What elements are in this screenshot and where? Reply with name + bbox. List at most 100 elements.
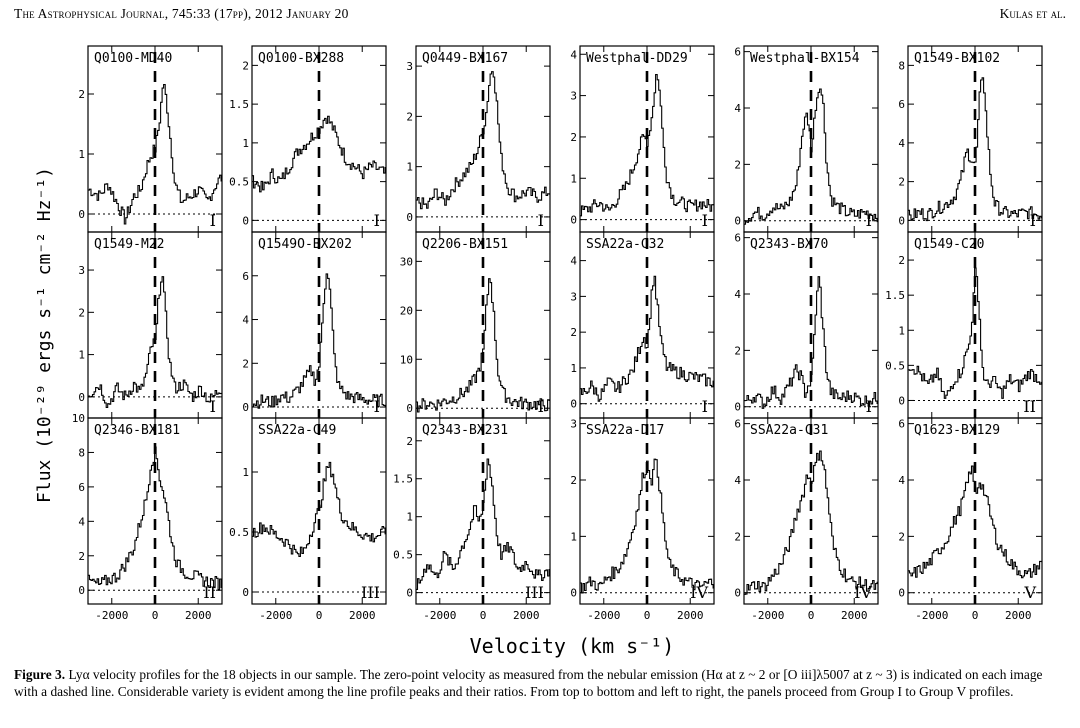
y-tick-label: 8 [78, 446, 85, 459]
running-head: The Astrophysical Journal, 745:33 (17pp)… [14, 6, 1066, 28]
object-name: SSA22a-C31 [750, 423, 828, 438]
y-tick-label: 1.5 [885, 289, 905, 302]
y-tick-label: 10 [72, 412, 85, 425]
group-label: V [1023, 583, 1036, 602]
y-tick-label: 2 [898, 254, 905, 267]
y-tick-label: 30 [400, 255, 413, 268]
group-label: IV [854, 583, 872, 602]
group-label: I [866, 397, 872, 416]
y-tick-label: 20 [400, 304, 413, 317]
object-name: Q0100-MD40 [94, 51, 172, 66]
y-tick-label: 0 [242, 401, 249, 414]
x-tick-label: -2000 [95, 609, 128, 622]
y-tick-label: 0 [242, 214, 249, 227]
group-label: IV [690, 583, 708, 602]
object-name: Q2343-BX70 [750, 237, 828, 252]
y-tick-label: 4 [734, 474, 741, 487]
x-axis-label: Velocity (km s⁻¹) [470, 634, 675, 658]
y-tick-label: 0 [242, 586, 249, 599]
group-label: I [210, 397, 216, 416]
profile-line [908, 77, 1042, 222]
y-tick-label: 1 [78, 349, 85, 362]
panel: 0 2 4 6 8 Q1549-BX102 I [898, 45, 1043, 233]
y-tick-label: 2 [570, 474, 577, 487]
y-tick-label: 2 [78, 550, 85, 563]
panel: 0 1 2 3 4 SSA22a-C32 I [570, 231, 715, 419]
panel: 0 1 2 3 Q1549-M22 I [78, 231, 223, 419]
panel: 0 1 2 Q0100-MD40 I [78, 45, 223, 233]
object-name: Q1549O-BX202 [258, 237, 352, 252]
panel: 0 2 4 6 -2000 0 2000 Q1623-BX129 V [898, 417, 1043, 622]
x-tick-label: 0 [644, 609, 651, 622]
panel: 0 0.5 1 1.5 2 Q0100-BX288 I [229, 45, 387, 233]
y-tick-label: 4 [570, 48, 577, 61]
object-name: SSA22a-C32 [586, 237, 664, 252]
y-tick-label: 1 [406, 161, 413, 174]
object-name: Q1549-M22 [94, 237, 164, 252]
profile-line [416, 278, 550, 413]
y-tick-label: 6 [734, 46, 741, 59]
journal-citation: The Astrophysical Journal, 745:33 (17pp)… [14, 6, 349, 21]
y-tick-label: 1 [570, 530, 577, 543]
y-tick-label: 8 [898, 59, 905, 72]
y-tick-label: 0.5 [229, 526, 249, 539]
x-tick-label: 2000 [1005, 609, 1032, 622]
y-tick-label: 2 [734, 158, 741, 171]
y-tick-label: 4 [898, 137, 905, 150]
y-tick-label: 0 [570, 398, 577, 411]
y-tick-label: 0 [898, 214, 905, 227]
y-tick-label: 2 [734, 344, 741, 357]
profile-line [580, 74, 714, 217]
y-tick-label: 6 [78, 481, 85, 494]
panel: 0 2 4 6 Westphal-BX154 I [734, 45, 879, 233]
y-tick-label: 2 [406, 435, 413, 448]
y-tick-label: 10 [400, 353, 413, 366]
panel: 0 2 4 6 Q1549O-BX202 I [242, 231, 387, 419]
group-label: I [702, 397, 708, 416]
y-tick-label: 6 [898, 418, 905, 431]
group-label: III [361, 583, 380, 602]
x-tick-label: 2000 [185, 609, 212, 622]
y-tick-label: 0 [406, 587, 413, 600]
y-tick-label: 4 [78, 515, 85, 528]
y-tick-label: 3 [570, 90, 577, 103]
y-tick-label: 0.5 [393, 549, 413, 562]
y-tick-label: 2 [734, 530, 741, 543]
y-tick-label: 0 [570, 214, 577, 227]
y-tick-label: 0 [734, 215, 741, 228]
object-name: Q1623-BX129 [914, 423, 1000, 438]
y-tick-label: 0 [898, 587, 905, 600]
y-tick-label: 2 [570, 326, 577, 339]
x-tick-label: -2000 [259, 609, 292, 622]
object-name: Q1549-C20 [914, 237, 984, 252]
object-name: Q0100-BX288 [258, 51, 344, 66]
y-tick-label: 4 [570, 255, 577, 268]
y-tick-label: 0 [898, 394, 905, 407]
y-tick-label: 2 [242, 357, 249, 370]
panel: 0 0.5 1 1.5 2 Q1549-C20 II [885, 231, 1043, 419]
y-tick-label: 0 [734, 401, 741, 414]
group-label: I [1030, 211, 1036, 230]
profile-line [252, 273, 386, 409]
x-tick-label: 0 [316, 609, 323, 622]
object-name: Westphal-BX154 [750, 51, 860, 66]
y-tick-label: 2 [78, 306, 85, 319]
y-tick-label: 3 [570, 290, 577, 303]
x-tick-label: 0 [152, 609, 159, 622]
caption-label: Figure 3. [14, 667, 66, 682]
object-name: Westphal-DD29 [586, 51, 688, 66]
y-tick-label: 6 [898, 98, 905, 111]
panel: 0 1 2 3 Q0449-BX167 I [406, 45, 551, 233]
y-tick-label: 4 [898, 474, 905, 487]
profile-line [580, 275, 714, 402]
y-tick-label: 1.5 [393, 473, 413, 486]
panel: 0 2 4 6 Q2343-BX70 I [734, 231, 879, 419]
y-tick-label: 0 [406, 402, 413, 415]
panel: 0 0.5 1 1.5 2 -2000 0 2000 Q2343-BX231 III [393, 417, 551, 622]
x-tick-label: -2000 [587, 609, 620, 622]
y-tick-label: 3 [78, 264, 85, 277]
y-axis-label: Flux (10⁻²⁹ ergs s⁻¹ cm⁻² Hz⁻¹) [34, 167, 55, 503]
y-tick-label: 1.5 [229, 98, 249, 111]
y-tick-label: 1 [570, 362, 577, 375]
